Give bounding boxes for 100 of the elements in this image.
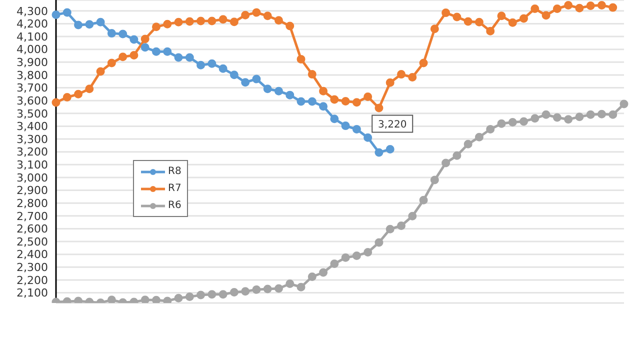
point	[308, 70, 316, 79]
point	[196, 290, 206, 300]
y-tick-label: 3,500	[16, 107, 48, 120]
point	[575, 4, 584, 12]
y-tick-label: 3,100	[16, 158, 48, 172]
y-tick-label: 3,000	[16, 171, 48, 184]
point	[263, 84, 272, 94]
point	[520, 14, 528, 23]
point	[296, 54, 306, 64]
y-tick-label: 3,400	[16, 120, 48, 134]
point	[308, 272, 316, 281]
point	[374, 148, 384, 157]
point	[386, 224, 394, 234]
point	[308, 97, 316, 106]
point	[196, 60, 206, 70]
point	[508, 118, 517, 126]
label-box: 3,220	[372, 114, 414, 133]
point	[442, 8, 450, 18]
point	[552, 113, 562, 122]
point	[364, 133, 372, 142]
point	[464, 17, 472, 26]
point	[474, 18, 484, 26]
point	[419, 196, 428, 204]
point	[174, 294, 183, 302]
point	[386, 78, 394, 87]
point	[185, 53, 194, 62]
point	[552, 4, 562, 13]
point	[208, 59, 216, 68]
y-tick-label: 4,200	[16, 18, 48, 31]
point	[118, 52, 128, 62]
point	[96, 67, 105, 76]
point	[341, 253, 350, 262]
y-tick-label: 2,400	[16, 248, 48, 262]
point	[341, 96, 350, 106]
point	[408, 212, 417, 220]
point	[196, 16, 206, 26]
point	[564, 1, 573, 10]
point	[508, 18, 517, 27]
point	[163, 296, 172, 303]
point	[174, 18, 183, 26]
point	[74, 20, 83, 30]
point	[286, 90, 294, 100]
annotation: 3,220	[378, 119, 407, 130]
point	[374, 104, 384, 112]
point	[386, 145, 394, 154]
y-tick-label: 4,000	[16, 43, 48, 56]
point	[452, 151, 462, 160]
legend-label: R7	[168, 183, 182, 194]
point	[464, 140, 472, 148]
point	[442, 158, 450, 168]
point	[152, 22, 160, 32]
point	[62, 92, 72, 102]
point	[230, 288, 238, 296]
point	[74, 90, 83, 98]
y-tick-label: 2,300	[16, 261, 48, 274]
point	[330, 114, 339, 124]
point	[208, 290, 216, 299]
point	[85, 20, 94, 29]
point	[330, 260, 339, 268]
y-tick-label: 2,200	[16, 274, 48, 287]
point	[52, 10, 60, 19]
y-tick-label: 3,800	[16, 68, 48, 82]
point	[174, 53, 183, 62]
point	[152, 47, 160, 56]
point	[497, 12, 506, 20]
point	[486, 125, 495, 134]
point	[263, 284, 272, 294]
point	[374, 238, 384, 247]
point	[140, 296, 150, 303]
point	[252, 285, 261, 294]
point	[397, 221, 406, 230]
y-tick-label: 3,700	[16, 82, 48, 95]
point	[286, 22, 294, 30]
y-tick-label: 2,500	[16, 235, 48, 248]
point	[140, 34, 150, 44]
point	[163, 20, 172, 28]
point	[352, 98, 361, 107]
point	[152, 296, 160, 303]
point	[397, 70, 406, 79]
point	[274, 86, 283, 96]
point	[185, 17, 194, 26]
y-tick-label: 2,900	[16, 184, 48, 198]
point	[364, 92, 372, 101]
point	[542, 11, 550, 20]
point	[319, 102, 328, 111]
point	[419, 58, 428, 68]
y-tick-label: 3,600	[16, 94, 48, 108]
point	[352, 251, 361, 260]
legend-label: R8	[168, 166, 182, 177]
legend-label: R6	[168, 200, 182, 211]
point	[341, 122, 350, 130]
y-tick-label: 3,200	[16, 146, 48, 159]
y-tick-label: 2,800	[16, 196, 48, 210]
point	[530, 114, 540, 123]
point	[486, 26, 495, 36]
point	[352, 125, 361, 134]
y-tick-label: 2,600	[16, 222, 48, 236]
point	[408, 73, 417, 82]
y-tick-label: 4,300	[16, 4, 48, 18]
point	[107, 29, 116, 38]
